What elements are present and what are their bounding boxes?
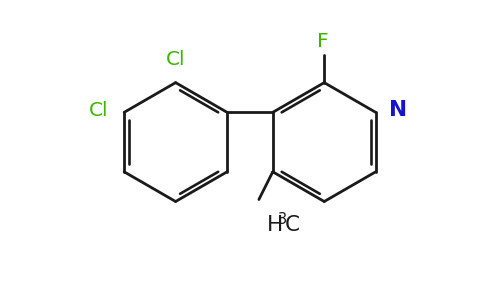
Text: F: F (318, 32, 329, 51)
Text: Cl: Cl (89, 101, 108, 120)
Text: Cl: Cl (166, 50, 185, 69)
Text: C: C (285, 215, 300, 236)
Text: N: N (389, 100, 407, 120)
Text: 3: 3 (278, 212, 287, 227)
Text: H: H (267, 215, 283, 236)
